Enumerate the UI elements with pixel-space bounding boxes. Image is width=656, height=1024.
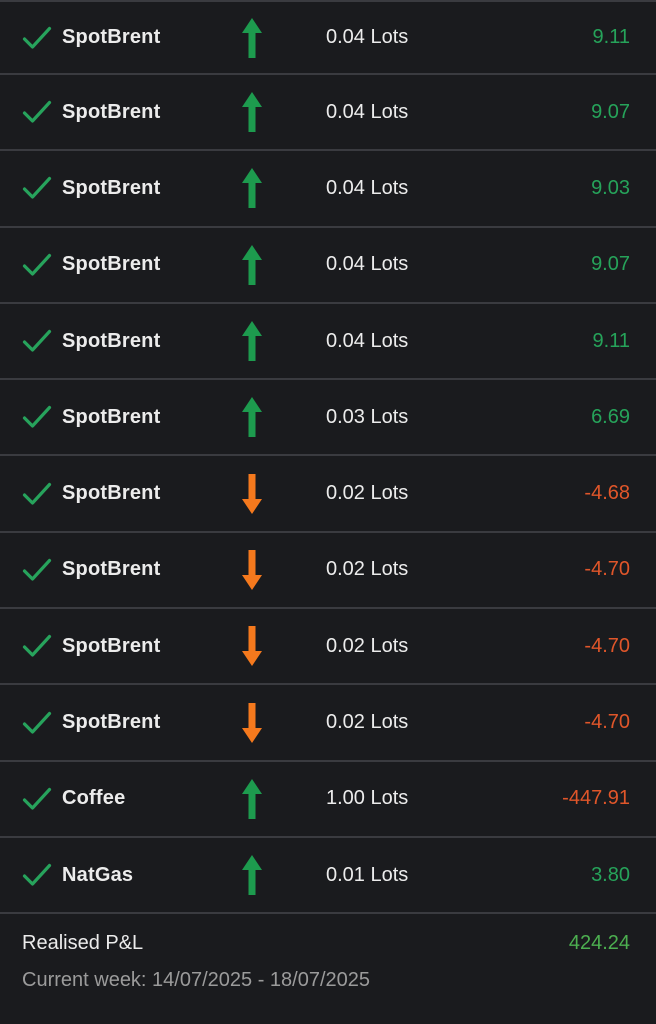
pnl-value: -4.70: [584, 711, 630, 734]
pnl-value: -4.70: [584, 634, 630, 657]
lots-label: 0.04 Lots: [326, 26, 409, 48]
direction-arrow-icon: [220, 778, 284, 819]
lots-label: 0.04 Lots: [326, 329, 409, 352]
pnl-value: 9.07: [591, 253, 630, 276]
current-week-range: Current week: 14/07/2025 - 18/07/2025: [22, 969, 371, 992]
direction-arrow-icon: [220, 168, 284, 209]
direction-arrow-icon: [220, 321, 284, 362]
closed-check-icon: [22, 558, 62, 582]
lots-label: 0.02 Lots: [326, 558, 409, 581]
lots-label: 0.02 Lots: [326, 711, 409, 734]
pnl-value: 3.80: [591, 863, 630, 886]
direction-arrow-icon: [220, 92, 284, 133]
direction-arrow-icon: [220, 17, 284, 58]
trades-list: SpotBrent 0.04 Lots 9.11 SpotBrent: [0, 0, 656, 913]
symbol-label: SpotBrent: [62, 176, 161, 199]
closed-check-icon: [22, 176, 62, 200]
table-row[interactable]: SpotBrent 0.04 Lots 9.11: [0, 0, 656, 73]
symbol-label: SpotBrent: [62, 558, 161, 581]
closed-check-icon: [22, 711, 62, 735]
lots-label: 0.04 Lots: [326, 100, 409, 123]
direction-arrow-icon: [220, 855, 284, 896]
direction-arrow-icon: [220, 473, 284, 514]
symbol-label: SpotBrent: [62, 711, 161, 734]
realised-pnl-summary: Realised P&L 424.24 Current week: 14/07/…: [0, 912, 656, 1024]
pnl-value: 9.11: [592, 26, 630, 48]
lots-label: 0.04 Lots: [326, 253, 409, 276]
pnl-value: 6.69: [591, 405, 630, 428]
table-row[interactable]: SpotBrent 0.04 Lots 9.07: [0, 73, 656, 150]
realised-pnl-label: Realised P&L: [22, 932, 144, 955]
symbol-label: SpotBrent: [62, 405, 161, 428]
direction-arrow-icon: [220, 702, 284, 743]
pnl-value: -447.91: [562, 787, 630, 810]
table-row[interactable]: SpotBrent 0.03 Lots 6.69: [0, 378, 656, 455]
closed-check-icon: [22, 482, 62, 506]
table-row[interactable]: SpotBrent 0.04 Lots 9.07: [0, 225, 656, 302]
symbol-label: SpotBrent: [62, 482, 161, 505]
closed-check-icon: [22, 405, 62, 429]
direction-arrow-icon: [220, 244, 284, 285]
symbol-label: NatGas: [62, 863, 134, 886]
table-row[interactable]: Coffee 1.00 Lots -447.91: [0, 759, 656, 836]
direction-arrow-icon: [220, 626, 284, 667]
lots-label: 0.02 Lots: [326, 634, 409, 657]
closed-check-icon: [22, 863, 62, 887]
symbol-label: SpotBrent: [62, 329, 161, 352]
closed-check-icon: [22, 253, 62, 277]
symbol-label: SpotBrent: [62, 26, 161, 48]
lots-label: 0.03 Lots: [326, 405, 409, 428]
pnl-value: 9.07: [591, 100, 630, 123]
closed-check-icon: [22, 634, 62, 658]
direction-arrow-icon: [220, 397, 284, 438]
table-row[interactable]: NatGas 0.01 Lots 3.80: [0, 835, 656, 913]
direction-arrow-icon: [220, 549, 284, 590]
table-row[interactable]: SpotBrent 0.04 Lots 9.11: [0, 301, 656, 379]
closed-check-icon: [22, 26, 62, 50]
realised-pnl-total: 424.24: [568, 932, 630, 955]
closed-check-icon: [22, 329, 62, 353]
symbol-label: SpotBrent: [62, 634, 161, 657]
lots-label: 0.01 Lots: [326, 863, 409, 886]
lots-label: 0.02 Lots: [326, 482, 409, 505]
lots-label: 1.00 Lots: [326, 787, 409, 810]
pnl-value: -4.70: [584, 558, 630, 581]
table-row[interactable]: SpotBrent 0.02 Lots -4.70: [0, 607, 656, 684]
symbol-label: Coffee: [62, 787, 126, 810]
closed-check-icon: [22, 787, 62, 811]
pnl-value: 9.03: [591, 176, 630, 199]
symbol-label: SpotBrent: [62, 100, 161, 123]
table-row[interactable]: SpotBrent 0.02 Lots -4.68: [0, 454, 656, 531]
closed-check-icon: [22, 100, 62, 124]
symbol-label: SpotBrent: [62, 253, 161, 276]
table-row[interactable]: SpotBrent 0.02 Lots -4.70: [0, 530, 656, 608]
pnl-value: -4.68: [584, 482, 630, 505]
realised-pnl-row: Realised P&L 424.24: [22, 932, 630, 955]
table-row[interactable]: SpotBrent 0.02 Lots -4.70: [0, 683, 656, 760]
pnl-value: 9.11: [592, 329, 630, 352]
table-row[interactable]: SpotBrent 0.04 Lots 9.03: [0, 149, 656, 226]
lots-label: 0.04 Lots: [326, 176, 409, 199]
